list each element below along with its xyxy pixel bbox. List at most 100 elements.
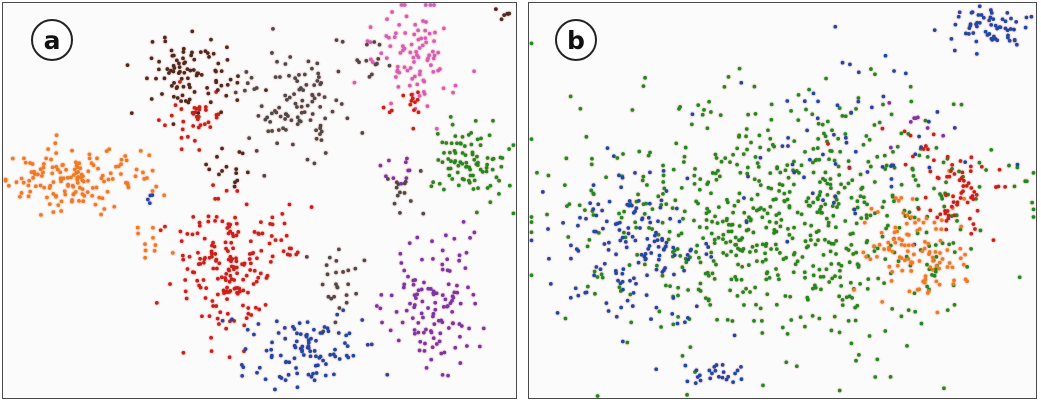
scatter-point-pink [434, 126, 439, 131]
scatter-point-red [225, 226, 230, 230]
scatter-point-blue [833, 24, 838, 29]
scatter-point-green [959, 102, 964, 107]
scatter-point-green [436, 158, 441, 162]
scatter-point-blue [731, 380, 735, 384]
scatter-point-green [716, 235, 721, 240]
scatter-point-green [635, 252, 640, 257]
scatter-point-red [180, 127, 185, 132]
scatter-point-purple [422, 348, 427, 353]
scatter-point-dark_gray [376, 57, 381, 61]
scatter-point-red [401, 93, 406, 98]
scatter-point-green [817, 193, 822, 198]
scatter-point-red [197, 220, 202, 225]
scatter-point-green [659, 325, 663, 329]
scatter-point-dark_gray [369, 72, 374, 77]
scatter-point-green [913, 309, 918, 314]
scatter-point-dark_gray [289, 118, 294, 123]
scatter-point-green [764, 225, 769, 230]
scatter-point-dark_gray [398, 190, 402, 195]
scatter-point-dark_brown [208, 100, 213, 105]
scatter-point-pink [420, 43, 425, 48]
scatter-point-red [210, 243, 214, 248]
scatter-point-orange [80, 174, 85, 179]
scatter-point-orange [939, 227, 944, 232]
scatter-point-orange [77, 199, 81, 203]
scatter-point-blue [547, 256, 551, 261]
scatter-point-green [873, 211, 877, 216]
scatter-point-green [755, 161, 760, 165]
scatter-point-green [816, 238, 820, 243]
scatter-point-dark_gray [332, 294, 337, 299]
scatter-point-blue [369, 342, 374, 347]
scatter-point-green [1015, 165, 1020, 170]
scatter-point-red [260, 231, 265, 236]
scatter-point-green [529, 215, 534, 219]
scatter-point-green [746, 227, 751, 232]
scatter-point-green [858, 281, 862, 286]
scatter-point-pink [393, 31, 398, 36]
scatter-point-green [925, 262, 929, 267]
scatter-point-dark_gray [319, 138, 324, 142]
scatter-point-orange [961, 262, 966, 267]
scatter-point-pink [436, 50, 441, 55]
scatter-point-blue [270, 340, 274, 345]
scatter-point-green [906, 308, 911, 313]
scatter-point-blue [724, 377, 729, 382]
scatter-point-red [213, 219, 217, 223]
scatter-point-green [721, 251, 726, 255]
scatter-point-green [753, 285, 758, 290]
scatter-point-orange [50, 171, 55, 176]
scatter-point-blue [263, 377, 268, 382]
scatter-point-green [716, 205, 721, 210]
scatter-point-green [786, 175, 791, 180]
scatter-point-green [814, 157, 819, 162]
scatter-point-red [229, 240, 234, 245]
scatter-point-blue [732, 333, 737, 338]
scatter-point-dark_brown [191, 68, 196, 72]
scatter-point-green [769, 117, 774, 122]
scatter-point-pink [395, 64, 400, 69]
scatter-point-blue [998, 25, 1003, 30]
scatter-point-red [952, 172, 957, 176]
scatter-point-purple [431, 257, 435, 261]
scatter-point-green [1024, 179, 1029, 184]
scatter-point-green [916, 183, 921, 188]
scatter-point-green [804, 107, 808, 112]
scatter-point-green [599, 272, 604, 277]
scatter-point-blue [273, 387, 277, 392]
scatter-point-green [858, 172, 863, 177]
scatter-point-dark_gray [288, 55, 293, 59]
scatter-point-green [821, 274, 826, 279]
scatter-point-red [961, 184, 966, 188]
scatter-point-blue [976, 13, 981, 17]
scatter-point-dark_gray [275, 59, 279, 64]
scatter-point-green [882, 281, 886, 286]
scatter-point-green [885, 223, 890, 228]
scatter-point-blue [792, 170, 797, 175]
scatter-point-dark_brown [205, 85, 209, 90]
scatter-point-pink [412, 74, 417, 79]
scatter-point-dark_gray [274, 110, 279, 115]
scatter-point-green [725, 216, 729, 221]
scatter-point-purple [400, 320, 405, 325]
scatter-point-red [214, 266, 219, 271]
scatter-point-dark_brown [129, 111, 134, 116]
scatter-point-red [204, 108, 208, 112]
scatter-point-orange [893, 196, 898, 201]
scatter-point-red [416, 90, 420, 95]
scatter-point-green [880, 234, 885, 239]
scatter-point-green [617, 211, 621, 216]
scatter-point-green [748, 290, 752, 294]
scatter-point-red [202, 236, 207, 241]
scatter-point-blue [326, 329, 331, 334]
scatter-point-blue [306, 372, 311, 377]
scatter-point-green [485, 162, 490, 167]
scatter-point-dark_gray [377, 42, 382, 47]
scatter-point-red [214, 215, 219, 219]
scatter-point-green [469, 142, 474, 147]
scatter-point-green [564, 156, 569, 161]
scatter-point-dark_gray [297, 72, 301, 77]
scatter-point-dark_gray [259, 104, 264, 109]
scatter-point-blue [298, 346, 303, 351]
scatter-point-dark_brown [188, 68, 193, 73]
